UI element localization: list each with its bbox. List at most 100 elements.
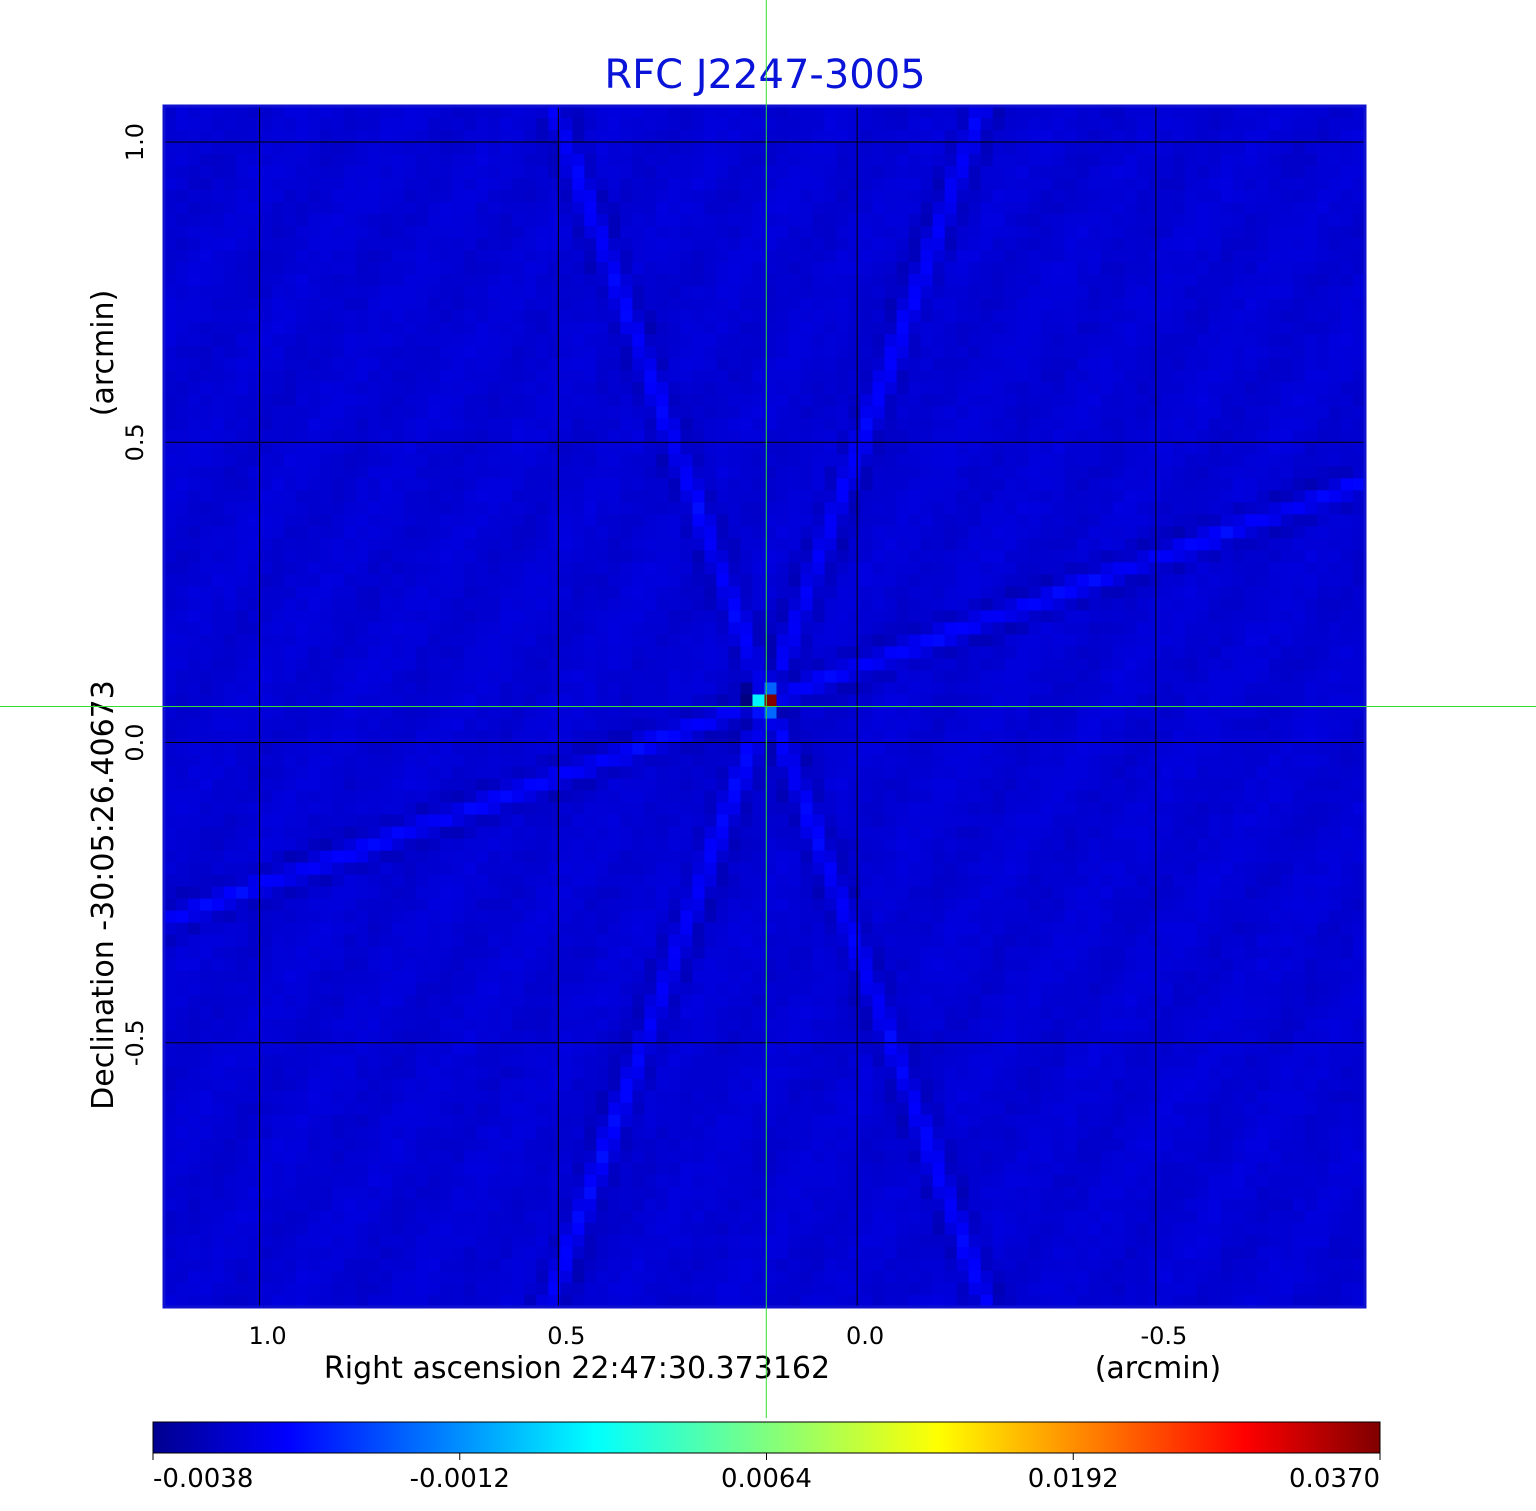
heatmap-pixel [596,478,609,491]
heatmap-pixel [884,178,898,191]
heatmap-pixel [968,694,982,708]
heatmap-pixel [524,166,537,179]
heatmap-pixel [452,586,465,600]
heatmap-pixel [1148,598,1162,612]
heatmap-pixel [704,478,718,491]
heatmap-pixel [332,358,345,371]
heatmap-pixel [848,634,862,648]
heatmap-pixel [728,142,742,155]
heatmap-pixel [248,190,261,203]
heatmap-pixel [452,166,465,179]
heatmap-pixel [1040,454,1054,467]
heatmap-pixel [728,550,742,563]
heatmap-pixel [176,454,189,467]
heatmap-pixel [1004,118,1018,131]
heatmap-pixel [1316,334,1330,347]
heatmap-pixel [320,514,333,527]
heatmap-pixel [728,682,742,696]
heatmap-pixel [428,298,441,311]
heatmap-pixel [416,106,429,119]
heatmap-pixel [1004,202,1018,215]
heatmap-pixel [836,634,850,648]
heatmap-pixel [380,118,393,131]
heatmap-pixel [980,226,994,239]
heatmap-pixel [1136,286,1150,299]
heatmap-pixel [908,238,922,251]
heatmap-pixel [884,154,898,167]
heatmap-pixel [1256,502,1270,515]
heatmap-pixel [1028,346,1042,359]
heatmap-pixel [356,646,369,660]
heatmap-pixel [512,682,525,696]
heatmap-pixel [1292,430,1306,443]
heatmap-pixel [380,442,393,455]
heatmap-pixel [428,214,441,227]
heatmap-pixel [1208,634,1222,648]
heatmap-pixel [308,670,321,684]
heatmap-pixel [1340,514,1354,527]
heatmap-pixel [980,586,994,600]
heatmap-pixel [1112,646,1126,660]
heatmap-pixel [392,346,405,359]
heatmap-pixel [284,286,297,299]
heatmap-pixel [812,178,826,191]
heatmap-pixel [356,454,369,467]
heatmap-pixel [896,478,910,491]
heatmap-pixel [596,466,609,479]
heatmap-pixel [1280,562,1294,575]
heatmap-pixel [248,538,261,551]
heatmap-pixel [740,250,754,263]
heatmap-pixel [1040,274,1054,287]
heatmap-pixel [968,670,982,684]
heatmap-pixel [548,682,561,696]
heatmap-pixel [200,298,213,311]
heatmap-pixel [1304,394,1318,407]
heatmap-pixel [764,442,778,455]
heatmap-pixel [1208,394,1222,407]
heatmap-pixel [1040,262,1054,275]
heatmap-pixel [980,142,994,155]
heatmap-pixel [464,538,477,551]
heatmap-pixel [452,562,465,575]
heatmap-pixel [440,166,453,179]
heatmap-pixel [1148,478,1162,491]
heatmap-pixel [452,622,465,636]
heatmap-pixel [512,226,525,239]
heatmap-pixel [932,514,946,527]
heatmap-pixel [1100,682,1114,696]
heatmap-pixel [992,322,1006,335]
heatmap-pixel [176,490,189,503]
heatmap-pixel [476,334,489,347]
heatmap-pixel [596,634,609,648]
heatmap-pixel [248,682,261,696]
heatmap-pixel [1184,406,1198,419]
heatmap-pixel [860,418,874,431]
heatmap-pixel [1292,598,1306,612]
heatmap-pixel [848,202,862,215]
heatmap-pixel [500,154,513,167]
heatmap-pixel [176,598,189,612]
heatmap-pixel [1280,502,1294,515]
heatmap-pixel [932,682,946,696]
heatmap-pixel [500,346,513,359]
heatmap-pixel [1220,178,1234,191]
heatmap-pixel [920,634,934,648]
heatmap-pixel [296,598,309,612]
heatmap-pixel [1028,658,1042,672]
heatmap-pixel [704,226,718,239]
heatmap-pixel [824,154,838,167]
heatmap-pixel [680,550,694,563]
heatmap-pixel [848,190,862,203]
heatmap-pixel [812,406,826,419]
heatmap-pixel [1172,286,1186,299]
heatmap-pixel [1304,178,1318,191]
heatmap-pixel [512,166,525,179]
heatmap-pixel [884,430,898,443]
heatmap-pixel [236,346,249,359]
heatmap-pixel [824,670,838,684]
heatmap-pixel [1148,538,1162,551]
heatmap-pixel [176,670,189,684]
heatmap-pixel [1172,634,1186,648]
heatmap-pixel [896,670,910,684]
heatmap-pixel [716,478,730,491]
